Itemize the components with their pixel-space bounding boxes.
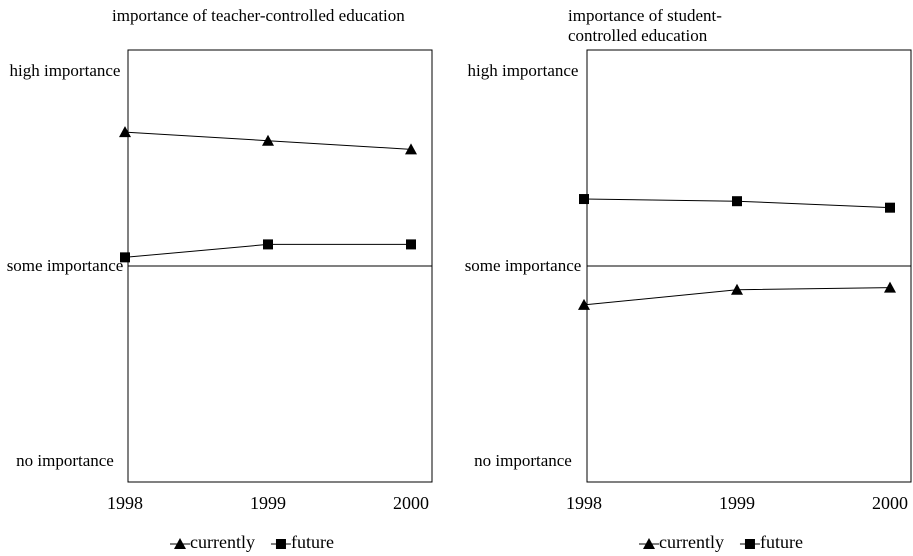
y-tick-label: no importance	[16, 451, 114, 470]
legend-label: currently	[659, 532, 724, 552]
triangle-marker	[119, 126, 131, 138]
square-marker	[406, 239, 416, 250]
square-marker	[885, 202, 895, 213]
legend-label: future	[760, 532, 803, 552]
square-marker	[120, 252, 130, 263]
y-tick-label: some importance	[6, 256, 124, 275]
x-tick-label: 1998	[566, 493, 602, 513]
square-marker	[744, 539, 755, 549]
legend-label: future	[291, 532, 334, 552]
triangle-marker	[884, 281, 896, 293]
triangle-marker	[405, 143, 417, 155]
x-tick-label: 1999	[719, 493, 755, 513]
square-marker	[275, 539, 286, 549]
chart-title: importance of teacher-controlled educati…	[112, 6, 405, 25]
x-tick-label: 1998	[107, 493, 143, 513]
triangle-marker	[578, 298, 590, 310]
y-tick-label: high importance	[467, 61, 579, 80]
triangle-marker	[262, 134, 274, 146]
y-tick-label: high importance	[9, 61, 121, 80]
x-tick-label: 1999	[250, 493, 286, 513]
y-tick-label: some importance	[464, 256, 582, 275]
triangle-marker	[174, 538, 186, 549]
x-tick-label: 2000	[872, 493, 908, 513]
legend-label: currently	[190, 532, 255, 552]
square-marker	[263, 239, 273, 250]
y-tick-label: no importance	[474, 451, 572, 470]
square-marker	[732, 196, 742, 207]
x-tick-label: 2000	[393, 493, 429, 513]
triangle-marker	[643, 538, 655, 549]
triangle-marker	[731, 283, 743, 295]
chart-title: importance of student-controlled educati…	[568, 6, 722, 45]
square-marker	[579, 194, 589, 205]
